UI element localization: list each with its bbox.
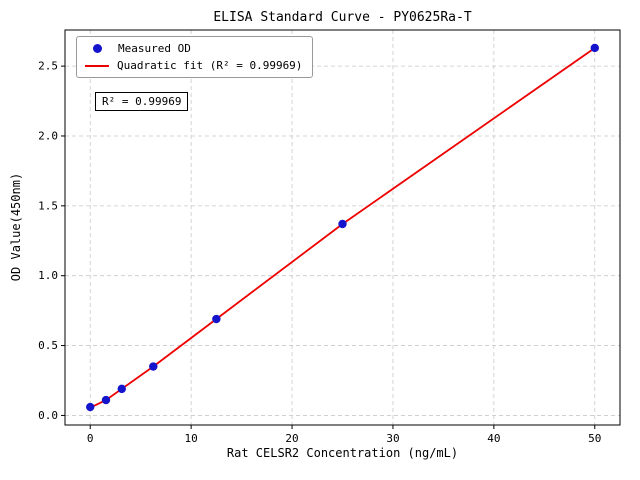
legend-label-measured-od: Measured OD bbox=[118, 42, 191, 55]
chart-title: ELISA Standard Curve - PY0625Ra-T bbox=[213, 10, 472, 25]
y-tick-label: 2.5 bbox=[38, 60, 58, 73]
data-point bbox=[86, 402, 95, 412]
legend-label-quadratic-fit: Quadratic fit (R² = 0.99969) bbox=[117, 59, 303, 72]
y-tick-label: 2.0 bbox=[38, 129, 58, 142]
x-tick-label: 40 bbox=[487, 432, 500, 445]
y-tick-label: 0.0 bbox=[38, 409, 58, 422]
data-point bbox=[338, 219, 347, 229]
legend: Measured OD Quadratic fit (R² = 0.99969) bbox=[76, 36, 314, 78]
axes-spines bbox=[64, 29, 621, 426]
legend-item-measured-od: Measured OD bbox=[85, 42, 302, 55]
y-tick-label: 1.5 bbox=[38, 199, 58, 212]
x-tick-label: 0 bbox=[87, 432, 94, 445]
x-tick-label: 50 bbox=[588, 432, 601, 445]
data-point bbox=[149, 362, 158, 371]
y-tick-label: 0.5 bbox=[38, 339, 58, 352]
y-axis-label: OD Value(450nm) bbox=[9, 172, 23, 282]
r-squared-annotation: R² = 0.99969 bbox=[95, 92, 189, 111]
x-tick-label: 30 bbox=[386, 432, 399, 445]
line-marker-icon bbox=[85, 64, 109, 67]
x-tick-label: 20 bbox=[285, 432, 298, 445]
data-point bbox=[212, 314, 221, 324]
data-point bbox=[117, 384, 126, 394]
data-point bbox=[101, 395, 111, 405]
scatter-marker-icon bbox=[93, 44, 102, 53]
data-point bbox=[590, 43, 599, 53]
legend-item-quadratic-fit: Quadratic fit (R² = 0.99969) bbox=[85, 59, 302, 72]
y-tick-label: 1.0 bbox=[38, 269, 58, 282]
x-axis-label: Rat CELSR2 Concentration (ng/mL) bbox=[226, 446, 459, 460]
x-tick-label: 10 bbox=[185, 432, 198, 445]
